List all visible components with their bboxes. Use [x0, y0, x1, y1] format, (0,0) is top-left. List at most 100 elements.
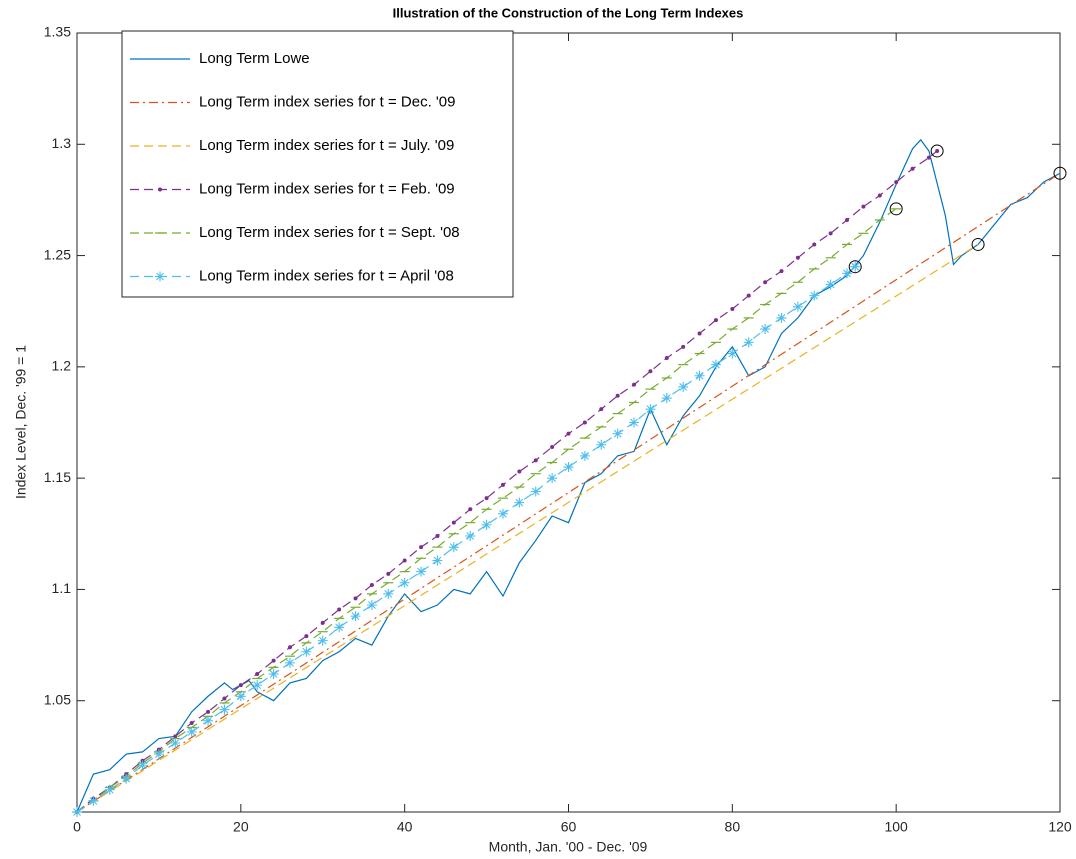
- data-point: [694, 370, 705, 381]
- y-tick-label: 1.35: [44, 24, 71, 40]
- y-tick-label: 1.2: [52, 358, 72, 374]
- data-point: [517, 469, 522, 474]
- chart-title: Illustration of the Construction of the …: [393, 5, 744, 20]
- data-point: [186, 726, 197, 737]
- data-point: [448, 542, 459, 553]
- data-point: [317, 635, 328, 646]
- y-tick-label: 1.3: [52, 135, 72, 151]
- data-point: [402, 558, 407, 563]
- x-tick-label: 80: [725, 819, 741, 835]
- data-point: [301, 646, 312, 657]
- data-point: [678, 381, 689, 392]
- data-point: [730, 306, 735, 311]
- data-point: [845, 217, 850, 222]
- data-point: [203, 715, 214, 726]
- data-point: [812, 242, 817, 247]
- data-point: [334, 622, 345, 633]
- data-point: [481, 519, 492, 530]
- data-point: [366, 600, 377, 611]
- data-point: [465, 531, 476, 542]
- data-point: [894, 180, 899, 185]
- data-point: [435, 534, 440, 539]
- data-point: [468, 507, 473, 512]
- data-point: [648, 369, 653, 374]
- data-point: [337, 607, 342, 612]
- data-point: [828, 231, 833, 236]
- data-point: [632, 382, 637, 387]
- data-point: [514, 497, 525, 508]
- data-point: [238, 683, 243, 688]
- data-point: [386, 571, 391, 576]
- x-axis-label: Month, Jan. '00 - Dec. '09: [489, 839, 648, 855]
- data-point: [809, 290, 820, 301]
- data-point: [935, 148, 940, 153]
- data-point: [582, 420, 587, 425]
- data-point: [763, 280, 768, 285]
- data-point: [599, 407, 604, 412]
- data-point: [287, 645, 292, 650]
- data-point: [419, 545, 424, 550]
- data-point: [926, 155, 931, 160]
- legend-label: Long Term Lowe: [199, 50, 310, 67]
- x-tick-label: 60: [561, 819, 577, 835]
- data-point: [353, 596, 358, 601]
- data-point: [563, 462, 574, 473]
- data-point: [451, 520, 456, 525]
- data-point: [206, 709, 211, 714]
- data-point: [661, 393, 672, 404]
- legend: Long Term Lowe Long Term index series for…: [121, 30, 514, 298]
- data-point: [727, 348, 738, 359]
- data-point: [255, 672, 260, 677]
- data-point: [284, 657, 295, 668]
- data-point: [399, 577, 410, 588]
- data-point: [615, 393, 620, 398]
- data-point: [645, 404, 656, 415]
- data-point: [500, 482, 505, 487]
- data-point: [369, 582, 374, 587]
- data-point: [222, 696, 227, 701]
- x-tick-label: 120: [1048, 819, 1072, 835]
- series-line: [76, 172, 1061, 813]
- data-point: [72, 807, 82, 817]
- legend-label: Long Term index series for t = Sept. '08: [199, 224, 460, 241]
- y-tick-label: 1.1: [52, 580, 72, 596]
- data-point: [710, 359, 721, 370]
- data-point: [629, 417, 640, 428]
- data-point: [713, 318, 718, 323]
- data-point: [189, 720, 194, 725]
- legend-label: Long Term index series for t = Feb. '09: [199, 180, 455, 197]
- x-tick-label: 40: [397, 819, 413, 835]
- data-point: [252, 680, 263, 691]
- data-point: [795, 255, 800, 260]
- data-point: [88, 795, 99, 806]
- y-axis-label: Index Level, Dec. '99 = 1: [13, 345, 29, 499]
- legend-label: Long Term index series for t = April '08: [199, 267, 454, 284]
- data-point: [681, 344, 686, 349]
- data-point: [350, 611, 361, 622]
- legend-label: Long Term index series for t = July. '09: [199, 137, 454, 154]
- end-circle: [889, 202, 903, 216]
- data-point: [861, 204, 866, 209]
- data-point: [776, 312, 787, 323]
- data-point: [170, 738, 181, 749]
- data-point: [579, 450, 590, 461]
- data-point: [173, 734, 178, 739]
- data-point: [121, 773, 132, 784]
- data-point: [104, 784, 115, 795]
- data-point: [271, 658, 276, 663]
- data-point: [547, 473, 558, 484]
- y-tick-label: 1.25: [44, 246, 71, 262]
- y-tick-label: 1.05: [44, 691, 71, 707]
- data-point: [746, 293, 751, 298]
- data-point: [304, 634, 309, 639]
- data-point: [432, 555, 443, 566]
- data-point: [760, 324, 771, 335]
- end-circle: [971, 237, 985, 251]
- data-point: [697, 331, 702, 336]
- x-tick-label: 100: [884, 819, 908, 835]
- x-tick-label: 0: [73, 819, 81, 835]
- data-point: [596, 439, 607, 450]
- data-point: [825, 279, 836, 290]
- data-point: [530, 486, 541, 497]
